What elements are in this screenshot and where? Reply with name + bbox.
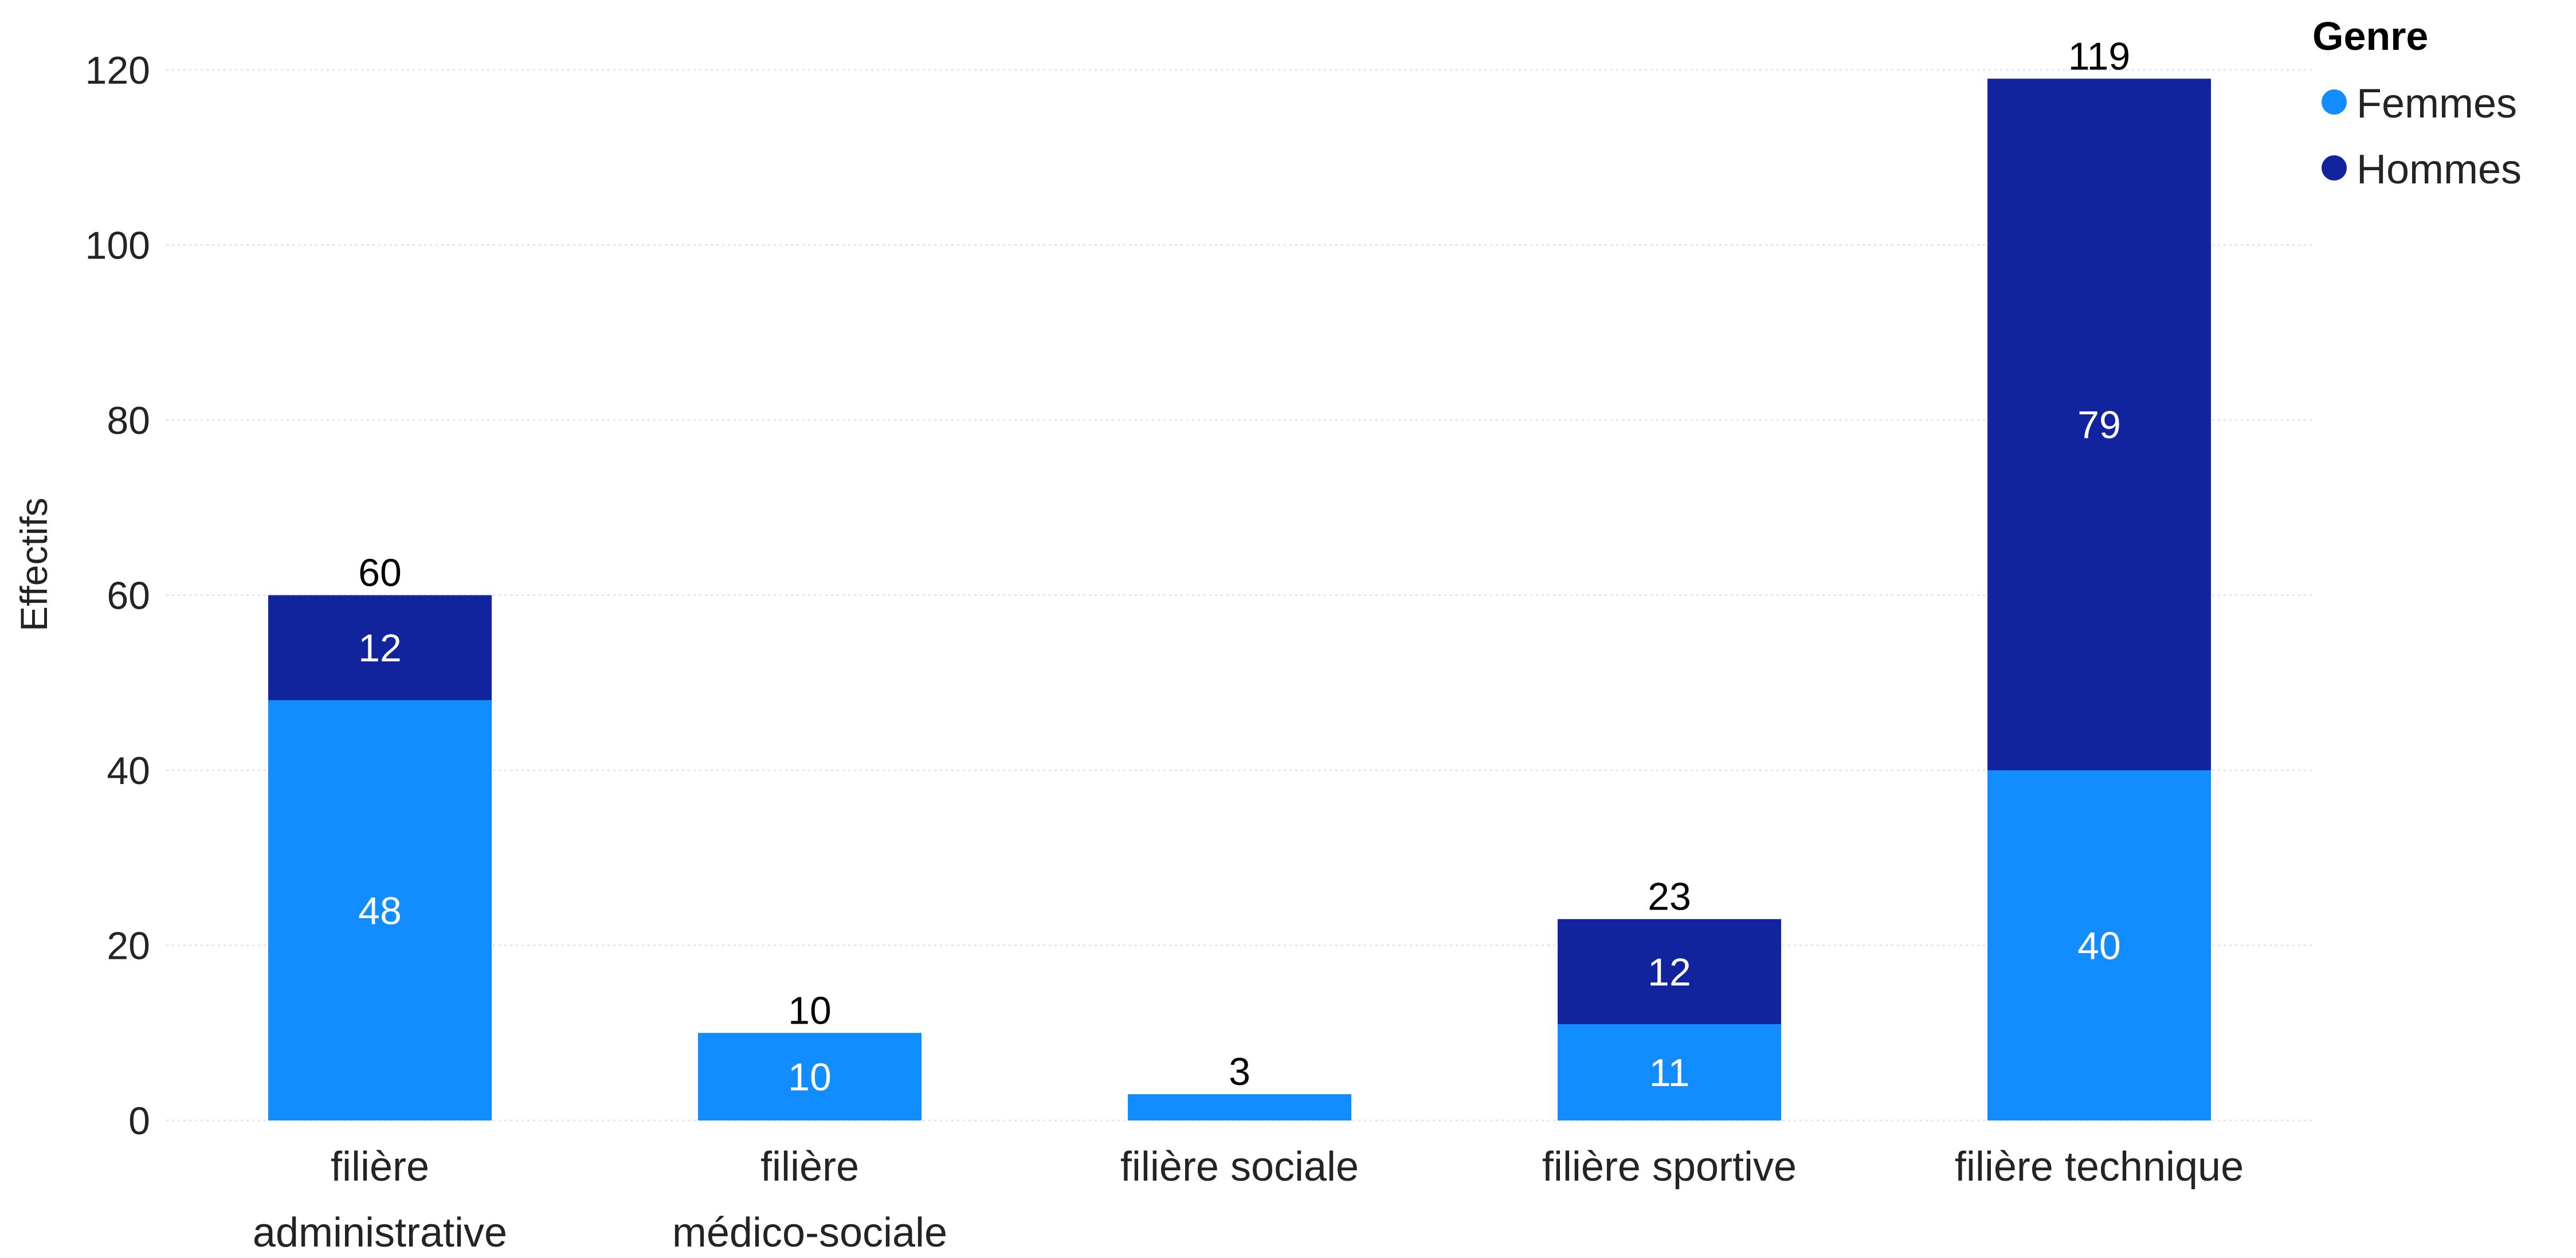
bar-total-label: 3: [1229, 1050, 1250, 1094]
bar-value-label: 48: [358, 889, 402, 932]
x-tick-label: filière sportive: [1542, 1144, 1797, 1190]
bar-femmes[interactable]: [1128, 1094, 1351, 1120]
bar-total-label: 119: [2068, 34, 2130, 78]
bar-total-label: 60: [358, 551, 402, 595]
bar-total-label: 10: [788, 989, 832, 1032]
bar-value-label: 40: [2077, 924, 2121, 968]
bar-femmes[interactable]: [1558, 1024, 1781, 1120]
legend-marker-hommes: [2322, 155, 2347, 181]
bar-femmes[interactable]: [1987, 770, 2211, 1120]
legend: Genre Femmes Hommes: [2312, 14, 2522, 193]
bar-value-label: 12: [358, 626, 402, 670]
bar-total-label: 23: [1648, 875, 1691, 919]
y-tick-label: 0: [128, 1099, 150, 1143]
bar-hommes[interactable]: [1558, 919, 1781, 1024]
legend-label-femmes[interactable]: Femmes: [2357, 81, 2517, 127]
x-tick-label: filière sociale: [1120, 1144, 1359, 1190]
x-tick-label: filière: [331, 1144, 429, 1190]
legend-items: Femmes Hommes: [2322, 81, 2522, 193]
legend-title: Genre: [2312, 14, 2428, 58]
x-tick-label: filière: [760, 1144, 859, 1190]
y-axis-label: Effectifs: [13, 497, 55, 632]
y-tick-label: 40: [107, 749, 150, 793]
bar-hommes[interactable]: [268, 595, 492, 700]
y-tick-label: 100: [85, 224, 150, 268]
bar-value-label: 11: [1649, 1051, 1690, 1095]
x-tick-label: médico-sociale: [672, 1210, 947, 1255]
y-tick-label: 80: [107, 399, 150, 442]
legend-label-hommes[interactable]: Hommes: [2357, 147, 2522, 193]
legend-marker-femmes: [2322, 89, 2347, 115]
bar-value-label: 10: [788, 1056, 832, 1099]
bar-value-label: 79: [2077, 403, 2121, 447]
y-tick-label: 20: [107, 924, 150, 968]
x-axis-ticks: filière administrative filière médico-socia…: [253, 1144, 2244, 1256]
x-tick-label: filière technique: [1955, 1144, 2244, 1190]
bar-value-label: 12: [1648, 950, 1691, 994]
bar-femmes[interactable]: [698, 1033, 922, 1120]
x-tick-label: administrative: [253, 1210, 507, 1255]
data-labels: 48 12 60 10 10 3 11 12 23 40 79 119: [358, 34, 2130, 1099]
y-tick-label: 60: [107, 574, 150, 618]
y-axis-ticks: 0 20 40 60 80 100 120: [85, 49, 150, 1143]
bar-femmes[interactable]: [268, 700, 492, 1120]
bars: [268, 79, 2211, 1120]
bar-hommes[interactable]: [1987, 79, 2211, 770]
y-tick-label: 120: [85, 49, 150, 92]
